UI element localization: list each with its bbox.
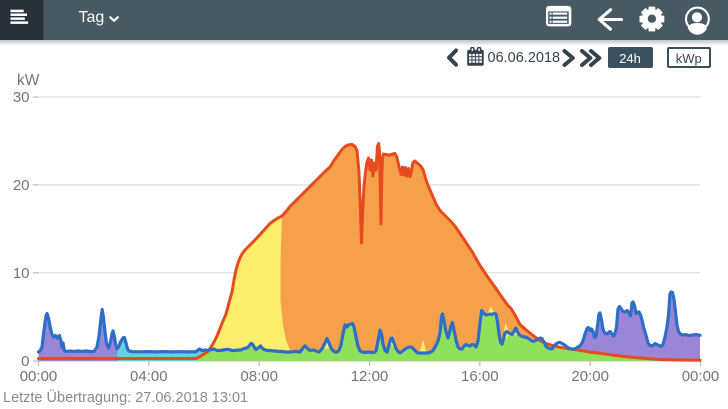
svg-text:08:00: 08:00: [240, 368, 278, 385]
svg-text:00:00: 00:00: [682, 368, 720, 385]
svg-text:0: 0: [21, 353, 29, 370]
svg-text:16:00: 16:00: [461, 368, 499, 385]
svg-text:30: 30: [13, 89, 30, 106]
svg-text:kW: kW: [17, 72, 40, 89]
svg-text:20: 20: [13, 177, 30, 194]
svg-text:20:00: 20:00: [571, 368, 609, 385]
svg-text:12:00: 12:00: [351, 368, 389, 385]
svg-text:00:00: 00:00: [20, 368, 58, 385]
svg-text:10: 10: [13, 265, 30, 282]
svg-text:04:00: 04:00: [130, 368, 168, 385]
